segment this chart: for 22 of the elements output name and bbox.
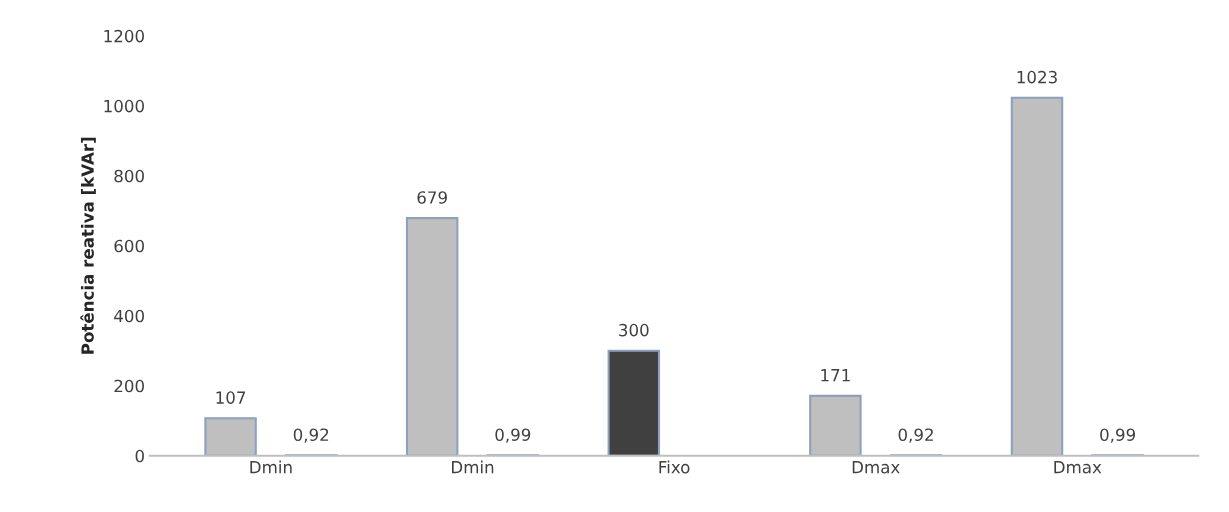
y-tick-label: 400: [114, 309, 144, 323]
data-label: 1023: [1017, 70, 1057, 84]
data-label: 300: [619, 323, 649, 337]
y-tick-label: 0: [135, 449, 144, 463]
y-tick-label: 1000: [104, 99, 144, 113]
data-label: 0,92: [898, 428, 933, 443]
y-axis-title: Potência reativa [kVAr]: [80, 137, 96, 354]
y-tick-label: 800: [114, 169, 144, 183]
x-tick-label: Dmin: [452, 460, 494, 474]
data-label: 107: [216, 391, 246, 404]
x-tick-label: Dmax: [852, 461, 900, 474]
x-tick-label: Dmax: [1054, 461, 1102, 474]
data-label: 0,99: [495, 428, 531, 443]
data-label: 679: [417, 191, 447, 204]
data-label: 0,92: [293, 428, 329, 443]
x-tick-label: Dmin: [250, 460, 292, 474]
x-tick-label: Fixo: [659, 460, 690, 474]
y-tick-label: 200: [114, 379, 144, 393]
data-label: 171: [821, 369, 850, 382]
data-label: 0,99: [1100, 428, 1136, 443]
y-tick-label: 1200: [104, 29, 144, 43]
y-tick-label: 600: [114, 239, 144, 253]
